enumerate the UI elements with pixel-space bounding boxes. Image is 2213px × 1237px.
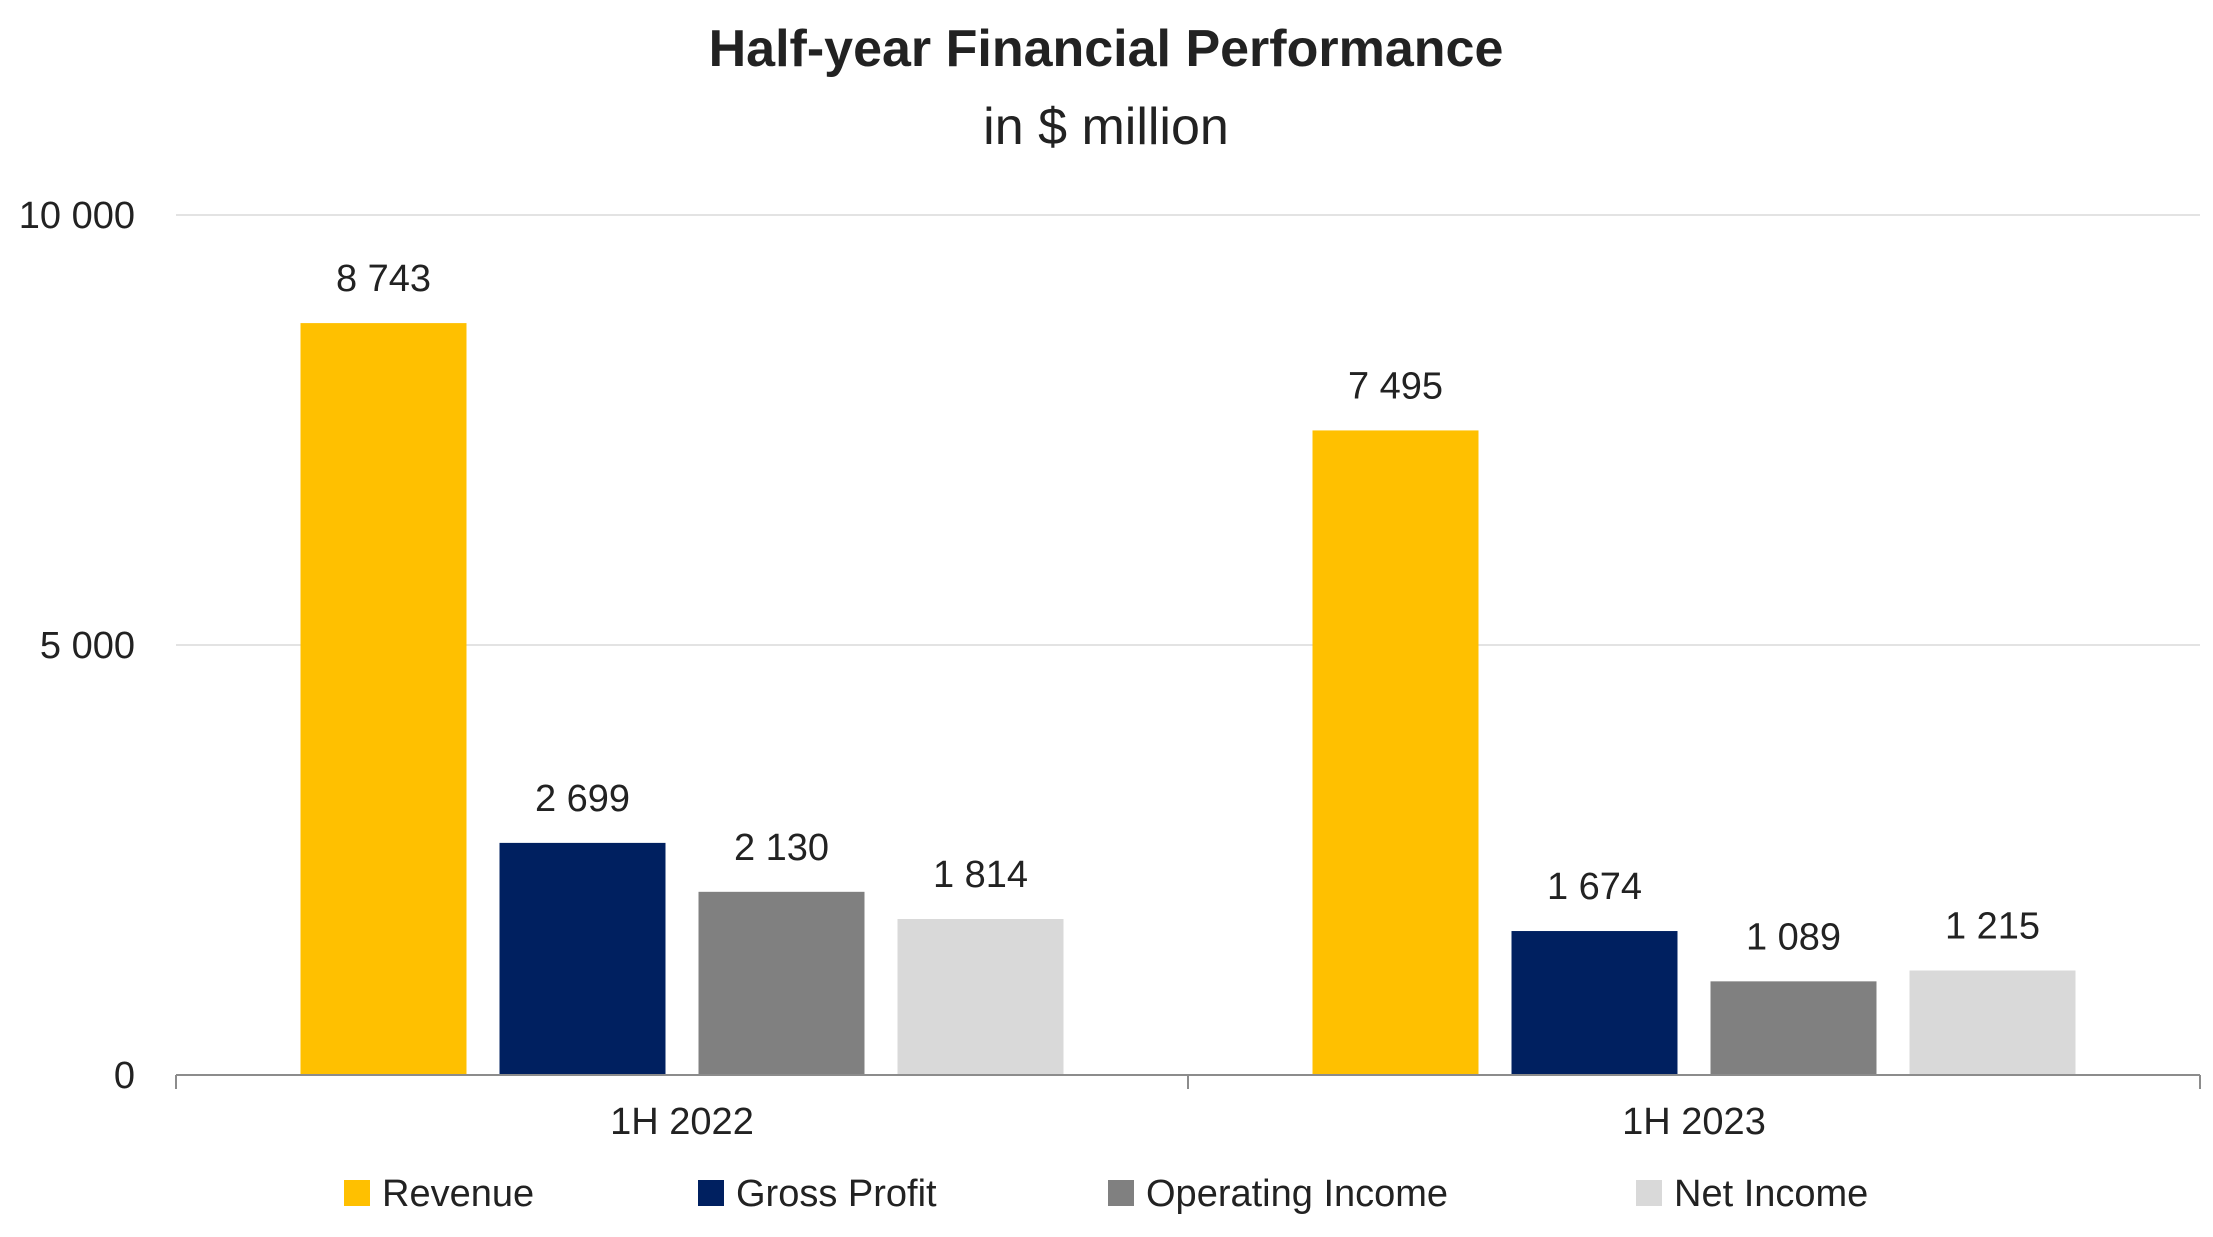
bar-revenue (300, 323, 467, 1075)
bar-operating-income (1710, 981, 1877, 1075)
data-label: 7 495 (1348, 365, 1443, 407)
bar-net-income (1909, 970, 2076, 1075)
x-axis: 1H 2022 1H 2023 (175, 1074, 2201, 1143)
x-category-label: 1H 2023 (1622, 1101, 1766, 1143)
legend-label: Gross Profit (736, 1173, 937, 1215)
data-label: 1 814 (933, 854, 1028, 896)
data-label: 8 743 (336, 258, 431, 300)
legend: Revenue Gross Profit Operating Income Net I… (344, 1173, 1868, 1215)
bar-operating-income (698, 891, 865, 1075)
gridlines (176, 214, 2200, 646)
data-label: 1 215 (1945, 906, 2040, 948)
legend-swatch-gross-profit (698, 1180, 724, 1206)
y-tick-label: 10 000 (19, 195, 135, 237)
legend-label: Net Income (1674, 1173, 1868, 1215)
legend-swatch-operating-income (1108, 1180, 1134, 1206)
bar-gross-profit (1511, 931, 1678, 1075)
x-category-label: 1H 2022 (610, 1101, 754, 1143)
legend-swatch-net-income (1636, 1180, 1662, 1206)
data-label: 1 674 (1547, 866, 1642, 908)
chart-title: Half-year Financial Performance (709, 20, 1504, 78)
y-tick-label: 5 000 (40, 625, 135, 667)
chart-subtitle: in $ million (983, 98, 1229, 156)
data-label: 1 089 (1746, 916, 1841, 958)
legend-label: Operating Income (1146, 1173, 1448, 1215)
y-tick-label: 0 (114, 1055, 135, 1097)
data-label: 2 130 (734, 827, 829, 869)
legend-swatch-revenue (344, 1180, 370, 1206)
bar-revenue (1312, 430, 1479, 1075)
legend-label: Revenue (382, 1173, 534, 1215)
bar-net-income (897, 918, 1064, 1075)
bar-gross-profit (499, 842, 666, 1075)
y-axis: 0 5 000 10 000 (19, 195, 135, 1097)
data-label: 2 699 (535, 778, 630, 820)
bars: 8 743 2 699 2 130 1 814 7 495 1 674 1 089 1 215 (300, 258, 2076, 1075)
